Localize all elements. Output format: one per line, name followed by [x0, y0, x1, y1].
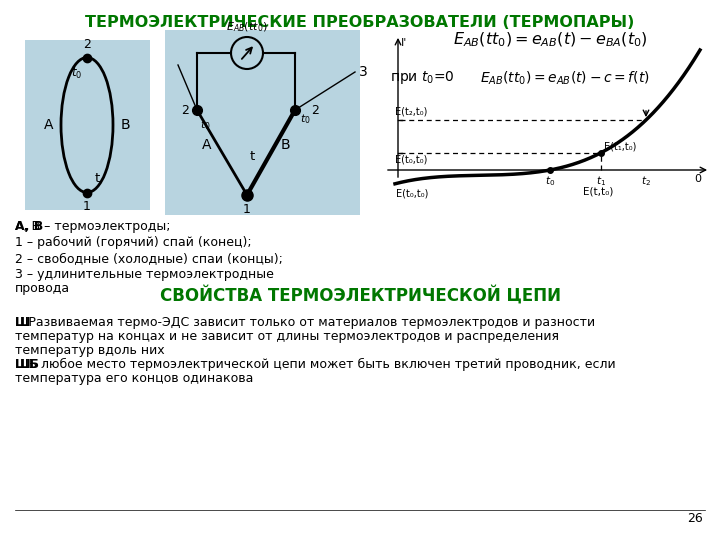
Text: 26: 26	[688, 512, 703, 525]
Text: ШБ: ШБ	[15, 358, 40, 371]
Text: E(t₀,t₀): E(t₀,t₀)	[396, 188, 428, 198]
Text: Ш: Ш	[15, 316, 30, 329]
Text: 2 – свободные (холодные) спаи (концы);: 2 – свободные (холодные) спаи (концы);	[15, 252, 283, 265]
Text: $t_0$: $t_0$	[200, 118, 211, 132]
Text: А, В: А, В	[15, 220, 43, 233]
Text: 3 – удлинительные термоэлектродные: 3 – удлинительные термоэлектродные	[15, 268, 274, 281]
Text: 2: 2	[83, 37, 91, 51]
Text: A: A	[202, 138, 212, 152]
Text: $t_0$: $t_0$	[71, 65, 82, 80]
Text: 0: 0	[695, 174, 701, 184]
Text: температура его концов одинакова: температура его концов одинакова	[15, 372, 253, 385]
Text: $t_0$: $t_0$	[300, 112, 311, 126]
Text: 1 – рабочий (горячий) спай (конец);: 1 – рабочий (горячий) спай (конец);	[15, 236, 251, 249]
Text: A: A	[44, 118, 54, 132]
Text: I': I'	[401, 38, 408, 48]
Text: E(t₁,t₀): E(t₁,t₀)	[604, 141, 636, 152]
Text: $t_0$: $t_0$	[545, 174, 555, 188]
Text: B: B	[120, 118, 130, 132]
Text: ШРазвиваемая термо-ЭДС зависит только от материалов термоэлектродов и разности: ШРазвиваемая термо-ЭДС зависит только от…	[15, 316, 595, 329]
Text: $E_{AB}(tt_0) = e_{AB}(t) - e_{BA}(t_0)$: $E_{AB}(tt_0) = e_{AB}(t) - e_{BA}(t_0)$	[453, 31, 647, 49]
Text: 1: 1	[243, 203, 251, 216]
Text: ШБ любое место термоэлектрической цепи может быть включен третий проводник, если: ШБ любое место термоэлектрической цепи м…	[15, 358, 616, 371]
Text: А, В – термоэлектроды;: А, В – термоэлектроды;	[15, 220, 171, 233]
Text: E(t₀,t₀): E(t₀,t₀)	[395, 154, 428, 165]
Text: B: B	[280, 138, 290, 152]
Text: E(t₂,t₀): E(t₂,t₀)	[395, 107, 428, 117]
Text: E(t,t₀): E(t,t₀)	[582, 186, 613, 196]
Bar	[165, 30, 360, 215]
Text: температур на концах и не зависит от длины термоэлектродов и распределения: температур на концах и не зависит от дли…	[15, 330, 559, 343]
Text: 3: 3	[359, 65, 368, 79]
Text: t: t	[249, 151, 255, 164]
Text: 1: 1	[83, 199, 91, 213]
Text: $E_{AB}(tt_0) = e_{AB}(t) - c = f(t)$: $E_{AB}(tt_0) = e_{AB}(t) - c = f(t)$	[480, 69, 650, 87]
Text: провода: провода	[15, 282, 70, 295]
Text: температур вдоль них: температур вдоль них	[15, 344, 165, 357]
Text: ТЕРМОЭЛЕКТРИЧЕСКИЕ ПРЕОБРАЗОВАТЕЛИ (ТЕРМОПАРЫ): ТЕРМОЭЛЕКТРИЧЕСКИЕ ПРЕОБРАЗОВАТЕЛИ (ТЕРМ…	[85, 15, 635, 30]
Bar	[25, 40, 150, 210]
Text: 2: 2	[181, 104, 189, 117]
Text: $t_2$: $t_2$	[641, 174, 651, 188]
Text: t: t	[95, 172, 100, 185]
Text: при $t_0$=0: при $t_0$=0	[390, 70, 455, 86]
Text: $E_{AB}(tt_0)$: $E_{AB}(tt_0)$	[226, 21, 268, 34]
Text: $t_1$: $t_1$	[596, 174, 606, 188]
Text: СВОЙСТВА ТЕРМОЭЛЕКТРИЧЕСКОЙ ЦЕПИ: СВОЙСТВА ТЕРМОЭЛЕКТРИЧЕСКОЙ ЦЕПИ	[160, 286, 560, 305]
Text: 2: 2	[311, 104, 319, 117]
